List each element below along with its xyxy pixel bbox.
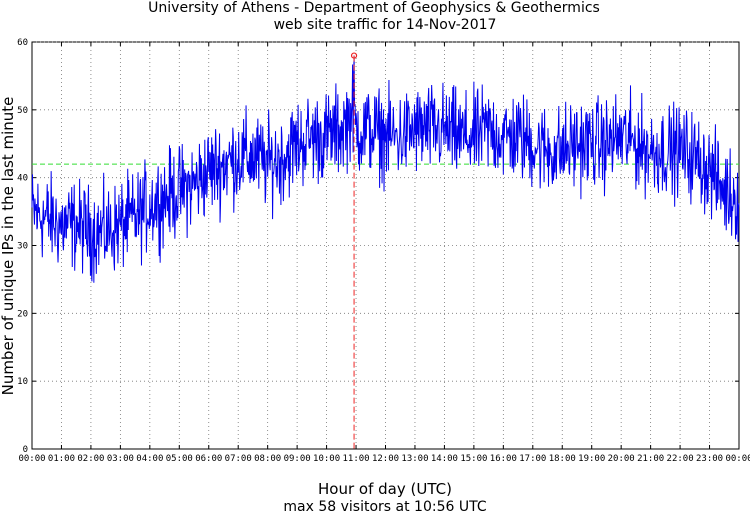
- x-tick-label: 19:00: [578, 454, 605, 464]
- grid: [32, 41, 739, 449]
- chart-title: University of Athens - Department of Geo…: [148, 0, 600, 16]
- x-tick-label: 02:00: [77, 454, 104, 464]
- y-tick-label: 20: [17, 309, 28, 319]
- x-tick-label: 09:00: [284, 454, 311, 464]
- x-tick-label: 05:00: [166, 454, 193, 464]
- x-tick-label: 22:00: [667, 454, 694, 464]
- x-tick-label: 12:00: [372, 454, 399, 464]
- x-tick-label: 06:00: [195, 454, 222, 464]
- x-tick-label: 17:00: [519, 454, 546, 464]
- chart-subtitle: web site traffic for 14-Nov-2017: [274, 17, 497, 33]
- x-tick-label: 00:00: [725, 454, 750, 464]
- x-tick-label: 23:00: [696, 454, 723, 464]
- x-tick-label: 13:00: [401, 454, 428, 464]
- max-annotation: max 58 visitors at 10:56 UTC: [283, 499, 486, 515]
- y-tick-label: 40: [17, 174, 28, 184]
- x-tick-label: 18:00: [549, 454, 576, 464]
- x-tick-label: 08:00: [254, 454, 281, 464]
- x-tick-label: 07:00: [225, 454, 252, 464]
- max-point: [350, 52, 358, 59]
- series-traffic-line: [31, 55, 740, 283]
- x-tick-label: 01:00: [48, 454, 75, 464]
- x-tick-label: 20:00: [608, 454, 635, 464]
- x-tick-label: 04:00: [136, 454, 163, 464]
- axis-ticks: 00:00 01:00 02:00 03:00 04:00 05:00 06:00 07:00…: [17, 38, 750, 464]
- y-tick-label: 10: [17, 377, 28, 387]
- y-tick-label: 0: [23, 445, 28, 455]
- x-axis-label: Hour of day (UTC): [318, 480, 452, 498]
- y-axis-label: Number of unique IPs in the last minute: [0, 97, 17, 396]
- x-tick-label: 15:00: [460, 454, 487, 464]
- x-tick-label: 16:00: [490, 454, 517, 464]
- y-tick-label: 50: [17, 106, 28, 116]
- x-tick-label: 03:00: [107, 454, 134, 464]
- x-tick-label: 10:00: [313, 454, 340, 464]
- x-tick-label: 00:00: [18, 454, 45, 464]
- y-tick-label: 60: [17, 38, 28, 48]
- y-tick-label: 30: [17, 242, 28, 252]
- x-tick-label: 21:00: [637, 454, 664, 464]
- x-tick-label: 14:00: [431, 454, 458, 464]
- x-tick-label: 11:00: [342, 454, 369, 464]
